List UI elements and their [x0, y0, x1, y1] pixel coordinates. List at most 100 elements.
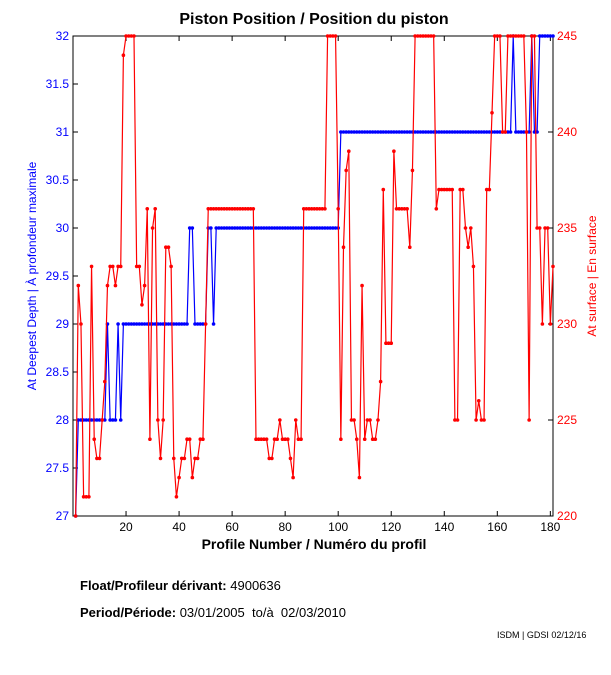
- data-point-left: [187, 226, 192, 230]
- data-point-right: [400, 207, 404, 211]
- data-point-left: [84, 418, 89, 422]
- data-point-right: [408, 245, 412, 249]
- data-point-right: [317, 207, 322, 211]
- data-point-right: [479, 418, 484, 422]
- data-point-right: [344, 168, 348, 173]
- data-point-right: [484, 187, 489, 192]
- data-point-left: [267, 226, 272, 230]
- data-point-right: [394, 207, 399, 211]
- data-point-left: [225, 226, 229, 230]
- x-tick-label: 80: [278, 520, 292, 534]
- data-point-left: [166, 322, 171, 326]
- data-point-left: [415, 130, 420, 134]
- data-point-right: [434, 207, 439, 211]
- data-point-right: [368, 418, 372, 422]
- data-point-right: [103, 379, 107, 384]
- data-point-left: [195, 322, 200, 326]
- period-label: Period/Période:: [80, 605, 177, 620]
- data-point-left: [103, 418, 107, 422]
- data-point-right: [195, 456, 200, 461]
- data-point-right: [511, 34, 516, 38]
- right-y-axis-label: At surface | En surface: [585, 215, 599, 336]
- data-point-right: [145, 207, 150, 211]
- data-point-left: [320, 226, 325, 230]
- x-tick-label: 120: [381, 520, 401, 534]
- data-point-right: [288, 456, 293, 461]
- data-point-right: [429, 34, 433, 38]
- data-point-left: [352, 130, 356, 134]
- data-point-left: [201, 322, 205, 326]
- data-point-left: [368, 130, 372, 134]
- data-point-right: [376, 418, 380, 422]
- data-point-left: [394, 130, 399, 134]
- data-point-left: [121, 322, 126, 326]
- x-tick-label: 40: [172, 520, 186, 534]
- data-point-left: [331, 226, 335, 230]
- data-point-left: [134, 322, 139, 326]
- data-point-left: [360, 130, 364, 134]
- data-point-right: [232, 207, 237, 211]
- data-point-right: [206, 207, 211, 211]
- data-point-right: [492, 34, 497, 38]
- data-point-right: [296, 437, 301, 442]
- data-point-right: [73, 514, 78, 518]
- float-label: Float/Profileur dérivant:: [80, 578, 227, 593]
- data-point-right: [132, 34, 136, 38]
- data-point-right: [540, 322, 545, 326]
- data-point-right: [291, 475, 295, 480]
- data-point-left: [296, 226, 301, 230]
- data-point-left: [238, 226, 242, 230]
- data-point-left: [232, 226, 237, 230]
- data-point-right: [211, 207, 216, 211]
- data-point-right: [386, 341, 391, 346]
- data-point-left: [445, 130, 449, 134]
- right-y-tick-label: 225: [557, 413, 577, 427]
- data-point-right: [370, 437, 375, 442]
- data-point-right: [506, 34, 510, 38]
- data-point-right: [397, 207, 401, 211]
- data-point-right: [304, 207, 309, 211]
- data-point-left: [543, 34, 547, 38]
- data-point-right: [309, 207, 314, 211]
- data-point-right: [278, 418, 282, 422]
- right-y-tick-label: 245: [557, 29, 577, 43]
- data-point-right: [293, 418, 298, 422]
- data-point-left: [376, 130, 380, 134]
- data-point-right: [97, 456, 102, 461]
- data-point-left: [392, 130, 396, 134]
- data-point-right: [177, 475, 181, 480]
- data-point-left: [190, 226, 195, 230]
- data-point-right: [225, 207, 229, 211]
- data-point-right: [458, 187, 462, 192]
- data-point-right: [105, 283, 110, 288]
- data-point-right: [315, 207, 319, 211]
- data-point-right: [87, 495, 91, 499]
- data-point-right: [349, 418, 354, 422]
- data-point-right: [323, 207, 327, 211]
- right-y-tick-label: 240: [557, 125, 577, 139]
- data-point-right: [248, 207, 253, 211]
- data-point-right: [500, 130, 505, 134]
- data-point-left: [264, 226, 269, 230]
- data-point-right: [378, 379, 383, 384]
- data-point-left: [185, 322, 189, 326]
- data-point-right: [487, 187, 492, 192]
- data-point-right: [437, 187, 441, 192]
- data-point-right: [283, 437, 287, 442]
- data-point-right: [227, 207, 232, 211]
- data-point-left: [421, 130, 425, 134]
- left-y-tick-label: 28: [56, 413, 70, 427]
- data-point-right: [535, 226, 539, 230]
- data-point-left: [317, 226, 322, 230]
- data-point-left: [76, 418, 81, 422]
- data-point-left: [177, 322, 181, 326]
- data-point-left: [474, 130, 478, 134]
- data-point-right: [336, 207, 340, 211]
- data-point-right: [299, 437, 303, 442]
- series-right: [73, 34, 555, 518]
- data-point-left: [262, 226, 266, 230]
- right-y-tick-label: 220: [557, 509, 577, 523]
- data-point-right: [246, 207, 250, 211]
- data-point-right: [445, 187, 449, 192]
- data-point-left: [365, 130, 370, 134]
